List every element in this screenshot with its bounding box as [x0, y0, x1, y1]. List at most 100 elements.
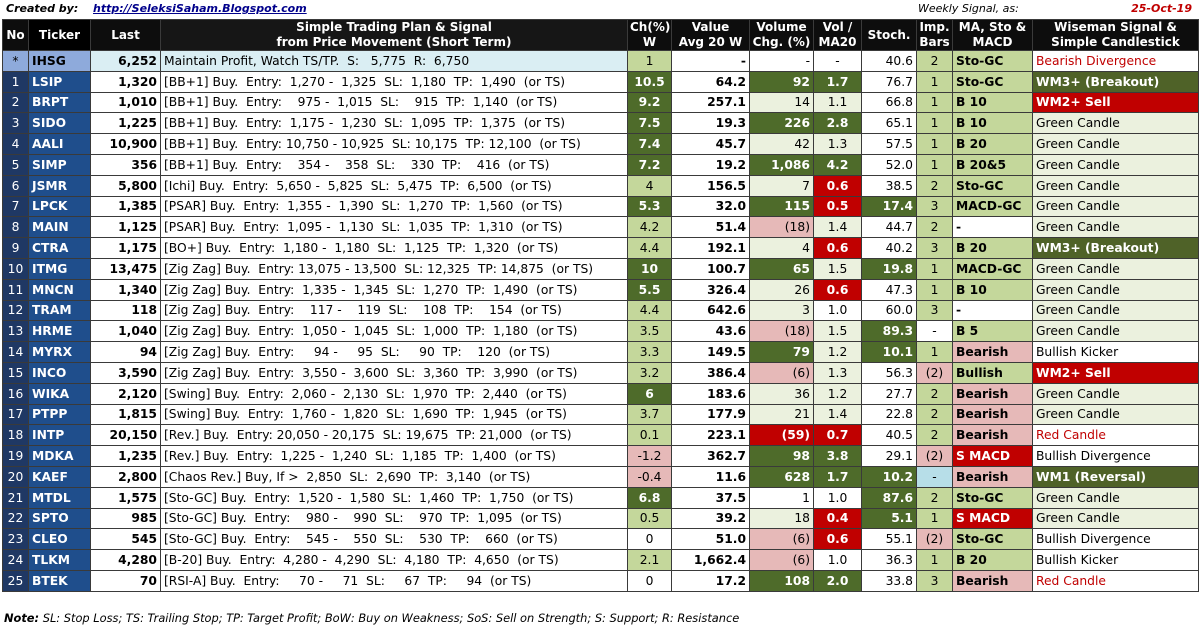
cell-ticker[interactable]: MAIN: [28, 216, 91, 239]
cell-last: 94: [90, 341, 161, 363]
cell-ticker[interactable]: KAEF: [28, 465, 91, 488]
cell-volume-change: 14: [749, 91, 814, 114]
cell-ticker[interactable]: SIMP: [28, 153, 91, 176]
cell-value: 51.0: [671, 528, 750, 551]
cell-value: 39.2: [671, 507, 750, 530]
cell-vol-ma20: 1.7: [813, 70, 862, 93]
cell-imp-bars: 3: [916, 299, 953, 322]
cell-wiseman-signal: WM2+ Sell: [1032, 91, 1199, 114]
cell-value: 149.5: [671, 341, 750, 363]
cell-ticker[interactable]: BTEK: [28, 569, 91, 592]
cell-ticker[interactable]: AALI: [28, 133, 91, 155]
cell-plan: [Zig Zag] Buy. Entry: 1,050 - 1,045 SL: …: [160, 320, 628, 343]
cell-ticker[interactable]: MNCN: [28, 278, 91, 301]
table-row: 22 SPTO 985 [Sto-GC] Buy. Entry: 980 - 990 …: [2, 507, 1199, 530]
cell-ticker[interactable]: HRME: [28, 320, 91, 343]
cell-plan: [BB+1] Buy. Entry: 354 - 358 SL: 330 TP:…: [160, 153, 628, 176]
cell-volume-change: (18): [749, 216, 814, 239]
cell-ma-sto-macd: -: [952, 299, 1033, 322]
blog-url-link[interactable]: http://SeleksiSaham.Blogspot.com: [93, 2, 307, 15]
cell-imp-bars: 1: [916, 257, 953, 280]
weekly-signal-label: Weekly Signal, as:: [918, 2, 1019, 15]
cell-value: 156.5: [671, 174, 750, 197]
cell-stoch: 10.2: [861, 465, 917, 488]
cell-ticker[interactable]: MTDL: [28, 486, 91, 509]
col-header-stoch: Stoch.: [861, 19, 917, 51]
cell-change: 4.2: [627, 216, 672, 239]
cell-volume-change: 21: [749, 403, 814, 426]
table-row: 7 LPCK 1,385 [PSAR] Buy. Entry: 1,355 - 1,3…: [2, 195, 1199, 218]
cell-change: 5.3: [627, 195, 672, 218]
cell-stoch: 55.1: [861, 528, 917, 551]
cell-ticker[interactable]: CLEO: [28, 528, 91, 551]
cell-value: 1,662.4: [671, 549, 750, 571]
cell-plan: [BB+1] Buy. Entry: 1,270 - 1,325 SL: 1,1…: [160, 70, 628, 93]
cell-ticker[interactable]: MYRX: [28, 341, 91, 363]
cell-stoch: 57.5: [861, 133, 917, 155]
cell-ticker[interactable]: TRAM: [28, 299, 91, 322]
cell-no: 3: [2, 112, 29, 135]
cell-ticker[interactable]: TLKM: [28, 549, 91, 571]
cell-last: 10,900: [90, 133, 161, 155]
col-header-value: Value Avg 20 W: [671, 19, 750, 51]
cell-imp-bars: 1: [916, 153, 953, 176]
cell-volume-change: 226: [749, 112, 814, 135]
cell-plan: [Zig Zag] Buy. Entry: 13,075 - 13,500 SL…: [160, 257, 628, 280]
cell-volume-change: 36: [749, 382, 814, 405]
cell-volume-change: (6): [749, 528, 814, 551]
cell-ticker[interactable]: JSMR: [28, 174, 91, 197]
cell-ma-sto-macd: B 10: [952, 91, 1033, 114]
col-header-imp-line2: Bars: [919, 35, 950, 49]
cell-ticker[interactable]: LSIP: [28, 70, 91, 93]
cell-volume-change: (59): [749, 424, 814, 447]
cell-ma-sto-macd: MACD-GC: [952, 257, 1033, 280]
cell-ticker[interactable]: WIKA: [28, 382, 91, 405]
col-header-ch-line1: Ch(%): [630, 20, 671, 35]
cell-wiseman-signal: Green Candle: [1032, 299, 1199, 322]
col-header-plan-line1: Simple Trading Plan & Signal: [296, 20, 492, 35]
cell-ticker[interactable]: INCO: [28, 361, 91, 384]
cell-ticker[interactable]: LPCK: [28, 195, 91, 218]
cell-ticker[interactable]: BRPT: [28, 91, 91, 114]
col-header-ma-line2: MACD: [972, 35, 1013, 49]
cell-change: 4.4: [627, 299, 672, 322]
cell-ticker[interactable]: SIDO: [28, 112, 91, 135]
col-header-ch-line2: W: [642, 35, 657, 49]
cell-ticker[interactable]: PTPP: [28, 403, 91, 426]
cell-stoch: 27.7: [861, 382, 917, 405]
cell-ticker[interactable]: MDKA: [28, 445, 91, 467]
cell-vol-ma20: 1.0: [813, 299, 862, 322]
cell-stoch: 56.3: [861, 361, 917, 384]
cell-stoch: 40.6: [861, 50, 917, 72]
cell-value: 326.4: [671, 278, 750, 301]
cell-ticker[interactable]: IHSG: [28, 50, 91, 72]
cell-ticker[interactable]: SPTO: [28, 507, 91, 530]
cell-plan: [Swing] Buy. Entry: 2,060 - 2,130 SL: 1,…: [160, 382, 628, 405]
cell-ticker[interactable]: INTP: [28, 424, 91, 447]
cell-value: 257.1: [671, 91, 750, 114]
col-header-no: No: [2, 19, 29, 51]
cell-no: 23: [2, 528, 29, 551]
cell-imp-bars: -: [916, 465, 953, 488]
cell-stoch: 66.8: [861, 91, 917, 114]
cell-change: 4.4: [627, 237, 672, 259]
cell-volume-change: (6): [749, 361, 814, 384]
col-header-vol-line1: Vol /: [822, 20, 853, 35]
cell-stoch: 87.6: [861, 486, 917, 509]
table-row: 12 TRAM 118 [Zig Zag] Buy. Entry: 117 - 119…: [2, 299, 1199, 322]
table-row: 19 MDKA 1,235 [Rev.] Buy. Entry: 1,225 - 1,…: [2, 445, 1199, 467]
cell-wiseman-signal: Bullish Divergence: [1032, 528, 1199, 551]
cell-stoch: 44.7: [861, 216, 917, 239]
cell-plan: [Swing] Buy. Entry: 1,760 - 1,820 SL: 1,…: [160, 403, 628, 426]
cell-ticker[interactable]: CTRA: [28, 237, 91, 259]
cell-vol-ma20: 0.6: [813, 237, 862, 259]
cell-vol-ma20: 2.8: [813, 112, 862, 135]
cell-value: 11.6: [671, 465, 750, 488]
col-header-volume-line2: Chg. (%): [752, 35, 811, 49]
cell-ma-sto-macd: Sto-GC: [952, 528, 1033, 551]
cell-ticker[interactable]: ITMG: [28, 257, 91, 280]
top-bar: Created by: http://SeleksiSaham.Blogspot…: [0, 0, 1200, 18]
cell-ma-sto-macd: Bearish: [952, 403, 1033, 426]
col-header-volume-line1: Volume: [756, 20, 807, 35]
cell-plan: [BB+1] Buy. Entry: 975 - 1,015 SL: 915 T…: [160, 91, 628, 114]
